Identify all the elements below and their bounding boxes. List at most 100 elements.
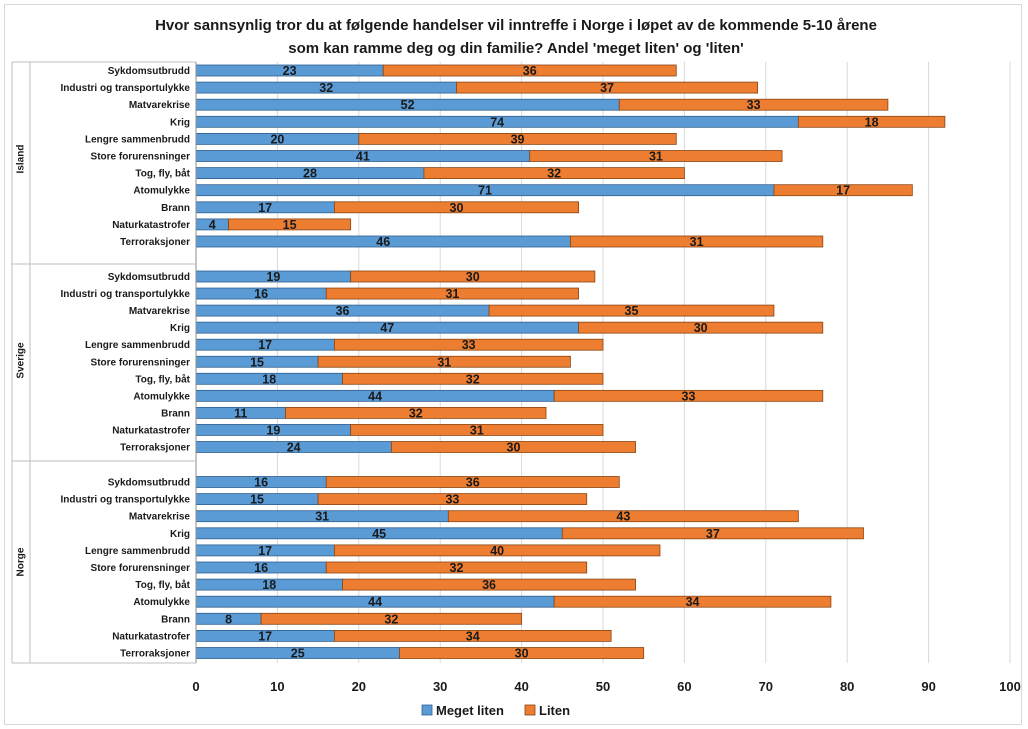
bar-liten bbox=[325, 561, 588, 574]
data-label-liten: 30 bbox=[515, 647, 529, 661]
category-label: Lengre sammenbrudd bbox=[85, 546, 190, 557]
category-label: Tog, fly, båt bbox=[135, 579, 190, 591]
data-labels: 23 36 32 37 52 33 74 18 20 39 41 31 28 32 71 17 17 30 4 15 4… bbox=[209, 64, 879, 661]
data-label-liten: 39 bbox=[511, 132, 525, 146]
bar-liten bbox=[325, 476, 620, 488]
data-label-meget-liten: 52 bbox=[401, 98, 415, 112]
group-label-island: Island bbox=[16, 145, 27, 174]
bars bbox=[195, 64, 946, 659]
bar-liten bbox=[529, 150, 783, 162]
data-label-liten: 31 bbox=[649, 150, 663, 164]
data-label-meget-liten: 17 bbox=[258, 201, 272, 215]
legend-label-liten: Liten bbox=[539, 703, 570, 718]
data-label-meget-liten: 17 bbox=[258, 544, 272, 558]
data-label-liten: 32 bbox=[384, 612, 398, 626]
category-label: Industri og transportulykke bbox=[61, 495, 191, 506]
x-tick-label: 10 bbox=[270, 679, 284, 694]
chart-frame bbox=[4, 4, 1022, 725]
bar-liten bbox=[333, 630, 612, 642]
data-label-meget-liten: 74 bbox=[490, 115, 504, 129]
data-label-liten: 31 bbox=[437, 355, 451, 369]
category-label: Matvarekrise bbox=[129, 306, 191, 317]
category-label: Atomulykke bbox=[133, 186, 190, 197]
data-label-liten: 30 bbox=[466, 270, 480, 284]
data-label-meget-liten: 4 bbox=[209, 218, 216, 232]
data-label-liten: 32 bbox=[466, 372, 480, 386]
legend: Meget liten Liten bbox=[421, 703, 570, 718]
category-label: Atomulykke bbox=[133, 597, 190, 608]
data-label-liten: 36 bbox=[523, 64, 537, 78]
category-label: Brann bbox=[161, 203, 190, 214]
legend-label-meget-liten: Meget liten bbox=[436, 703, 504, 718]
bar-liten bbox=[797, 115, 946, 128]
bar-liten bbox=[423, 167, 685, 180]
bar-liten bbox=[553, 389, 824, 402]
data-label-meget-liten: 15 bbox=[250, 493, 264, 507]
bar-liten bbox=[350, 270, 596, 283]
x-tick-label: 90 bbox=[921, 679, 935, 694]
category-label: Store forurensninger bbox=[91, 357, 191, 368]
axes: 0 10 20 30 40 50 60 70 80 90 100 Island Sykdomsutbru… bbox=[11, 61, 1021, 694]
category-label: Sykdomsutbrudd bbox=[108, 66, 190, 77]
bar-liten bbox=[773, 184, 913, 197]
data-label-meget-liten: 8 bbox=[225, 612, 232, 626]
x-tick-label: 40 bbox=[514, 679, 528, 694]
data-label-liten: 32 bbox=[450, 561, 464, 575]
category-label: Brann bbox=[161, 408, 190, 419]
data-label-meget-liten: 16 bbox=[254, 561, 268, 575]
data-label-liten: 30 bbox=[507, 441, 521, 455]
data-label-liten: 17 bbox=[836, 184, 850, 198]
data-label-meget-liten: 47 bbox=[380, 321, 394, 335]
category-label: Krig bbox=[170, 529, 190, 540]
x-tick-label: 20 bbox=[352, 679, 366, 694]
category-label: Store forurensninger bbox=[91, 563, 191, 574]
legend-swatch-liten bbox=[524, 704, 536, 716]
data-label-liten: 36 bbox=[482, 578, 496, 592]
data-label-meget-liten: 24 bbox=[287, 441, 301, 455]
bar-liten bbox=[285, 406, 547, 419]
category-label: Atomulykke bbox=[133, 391, 190, 402]
bar-liten bbox=[317, 355, 571, 368]
data-label-meget-liten: 28 bbox=[303, 167, 317, 181]
data-label-meget-liten: 16 bbox=[254, 287, 268, 301]
bar-liten bbox=[561, 527, 864, 540]
bar-liten bbox=[553, 595, 832, 608]
bar-liten bbox=[260, 612, 523, 625]
data-label-meget-liten: 15 bbox=[250, 355, 264, 369]
category-label: Sykdomsutbrudd bbox=[108, 272, 190, 283]
x-tick-label: 0 bbox=[192, 679, 199, 694]
bar-liten bbox=[358, 132, 677, 145]
category-label: Sykdomsutbrudd bbox=[108, 478, 190, 489]
bar-liten bbox=[333, 338, 604, 351]
bar-liten bbox=[447, 510, 799, 523]
data-label-meget-liten: 44 bbox=[368, 389, 382, 403]
data-label-meget-liten: 11 bbox=[234, 406, 247, 420]
data-label-liten: 33 bbox=[747, 98, 761, 112]
data-label-liten: 32 bbox=[409, 406, 423, 420]
data-label-liten: 34 bbox=[466, 629, 480, 643]
category-label: Terroraksjoner bbox=[120, 237, 190, 248]
category-label: Lengre sammenbrudd bbox=[85, 134, 190, 145]
x-tick-label: 50 bbox=[596, 679, 610, 694]
data-label-liten: 37 bbox=[600, 81, 614, 95]
data-label-meget-liten: 16 bbox=[254, 476, 268, 490]
data-label-meget-liten: 36 bbox=[336, 304, 350, 318]
data-label-liten: 36 bbox=[466, 476, 480, 490]
bar-liten bbox=[342, 578, 636, 591]
data-label-meget-liten: 20 bbox=[270, 132, 284, 146]
category-label: Industri og transportulykke bbox=[61, 83, 191, 94]
category-label: Tog, fly, båt bbox=[135, 168, 190, 180]
category-label: Industri og transportulykke bbox=[61, 289, 191, 300]
category-label: Naturkatastrofer bbox=[112, 425, 190, 436]
group-label-norge: Norge bbox=[16, 547, 27, 576]
bar-liten bbox=[578, 321, 824, 334]
x-tick-label: 70 bbox=[759, 679, 773, 694]
data-label-meget-liten: 31 bbox=[315, 510, 329, 524]
data-label-liten: 33 bbox=[462, 338, 476, 352]
category-label: Terroraksjoner bbox=[120, 443, 190, 454]
category-label: Krig bbox=[170, 117, 190, 128]
category-label: Brann bbox=[161, 614, 190, 625]
bar-liten bbox=[317, 493, 588, 506]
category-label: Store forurensninger bbox=[91, 152, 191, 163]
data-label-meget-liten: 41 bbox=[356, 150, 370, 164]
